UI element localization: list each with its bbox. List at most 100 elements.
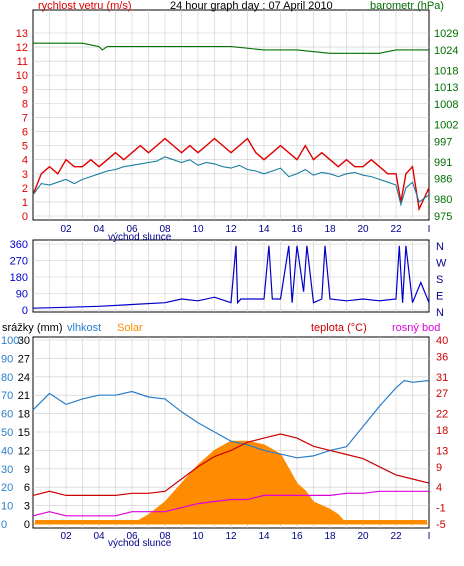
y-tick-baro-5: 1002 — [434, 120, 458, 132]
y-tick-temp-7: 27 — [436, 388, 448, 400]
y-tick-dir-3: 270 — [10, 256, 28, 268]
y-tick-dir-1: 90 — [16, 289, 28, 301]
series-wind-1 — [32, 156, 430, 207]
y-tick-hum-2: 20 — [1, 482, 13, 494]
y-tick-dir-4: 360 — [10, 239, 28, 251]
y-tick-baro-2: 986 — [434, 174, 452, 186]
x-tick-0-5: 12 — [225, 224, 237, 235]
y-tick-wind-8: 8 — [22, 98, 28, 110]
y-tick-baro-7: 1013 — [434, 82, 458, 94]
y-tick-wind-0: 0 — [22, 211, 28, 223]
x-tick-0-10: 22 — [390, 224, 402, 235]
y-tick-temp-8: 31 — [436, 372, 448, 384]
y-tick-rain-0: 0 — [24, 519, 30, 531]
y-tick-wind-2: 2 — [22, 183, 28, 195]
y-tick-baro-8: 1018 — [434, 65, 458, 77]
y-tick-temp-5: 18 — [436, 425, 448, 437]
y-tick-wind-9: 9 — [22, 84, 28, 96]
x-tick-2-1: 04 — [93, 531, 105, 542]
y-tick-wind-12: 12 — [16, 42, 28, 54]
x-tick-2-3: 08 — [159, 531, 171, 542]
y-tick-temp-1: -1 — [436, 503, 446, 515]
x-tick-2-10: 22 — [390, 531, 402, 542]
y-tick-hum-6: 60 — [1, 409, 13, 421]
y-tick-rain-10: 30 — [18, 335, 30, 347]
x-tick-0-7: 16 — [291, 224, 303, 235]
x-tick-2-6: 14 — [258, 531, 270, 542]
series-p3-1 — [32, 433, 430, 496]
y-tick-dir-compass-3: E — [436, 291, 443, 303]
y-tick-wind-6: 6 — [22, 127, 28, 139]
y-tick-hum-3: 30 — [1, 464, 13, 476]
x-tick-0-8: 18 — [324, 224, 336, 235]
y-tick-baro-9: 1024 — [434, 45, 458, 57]
y-tick-rain-6: 18 — [18, 409, 30, 421]
y-tick-wind-3: 3 — [22, 169, 28, 181]
y-tick-dir-compass-0: N — [436, 241, 444, 253]
y-tick-temp-6: 22 — [436, 409, 448, 421]
y-tick-hum-8: 80 — [1, 372, 13, 384]
y-tick-rain-7: 21 — [18, 390, 30, 402]
y-tick-dir-2: 180 — [10, 272, 28, 284]
y-tick-dir-compass-2: S — [436, 274, 443, 286]
y-tick-wind-10: 10 — [16, 70, 28, 82]
y-tick-dir-0: 0 — [22, 305, 28, 317]
series-p3-2 — [32, 490, 429, 517]
x-tick-2-2: 06 — [126, 531, 138, 542]
y-tick-dir-compass-1: W — [436, 258, 447, 270]
y-tick-rain-3: 9 — [24, 464, 30, 476]
y-tick-wind-1: 1 — [22, 197, 28, 209]
series-solar-area — [33, 440, 429, 525]
y-tick-temp-9: 36 — [436, 351, 448, 363]
y-tick-temp-3: 9 — [436, 462, 442, 474]
x-tick-0-1: 04 — [93, 224, 105, 235]
x-tick-0-4: 10 — [192, 224, 204, 235]
sunrise-label-2: východ slunce — [108, 538, 172, 549]
series-solar-baseline — [35, 520, 427, 524]
y-tick-baro-4: 997 — [434, 136, 452, 148]
y-tick-wind-5: 5 — [22, 141, 28, 153]
y-tick-temp-4: 13 — [436, 445, 448, 457]
x-tick-2-11: I — [428, 531, 431, 542]
series-p3-0 — [32, 379, 430, 459]
y-tick-baro-3: 991 — [434, 157, 452, 169]
y-tick-rain-5: 15 — [18, 427, 30, 439]
wind-axis-label: rychlost vetru (m/s) — [38, 0, 132, 12]
x-tick-2-5: 12 — [225, 531, 237, 542]
y-tick-baro-0: 975 — [434, 211, 452, 223]
x-tick-0-11: I — [428, 224, 431, 235]
x-tick-0-2: 06 — [126, 224, 138, 235]
y-tick-baro-6: 1008 — [434, 99, 458, 111]
y-tick-hum-10: 100 — [1, 335, 19, 347]
humidity-legend: vlhkost — [67, 322, 101, 334]
y-tick-hum-9: 90 — [1, 353, 13, 365]
x-tick-2-8: 18 — [324, 531, 336, 542]
y-tick-hum-0: 0 — [1, 519, 7, 531]
series-layer — [32, 42, 430, 525]
sunrise-label-1: východ slunce — [108, 232, 172, 243]
x-tick-0-3: 08 — [159, 224, 171, 235]
y-tick-rain-9: 27 — [18, 353, 30, 365]
y-tick-baro-10: 1029 — [434, 28, 458, 40]
y-tick-rain-1: 3 — [24, 501, 30, 513]
y-tick-baro-1: 980 — [434, 194, 452, 206]
y-tick-hum-4: 40 — [1, 445, 13, 457]
baro-axis-label: barometr (hPa) — [370, 0, 444, 12]
series-dir-0 — [32, 245, 430, 309]
x-tick-2-7: 16 — [291, 531, 303, 542]
x-tick-2-0: 02 — [60, 531, 72, 542]
y-tick-temp-10: 40 — [436, 335, 448, 347]
y-tick-hum-5: 50 — [1, 427, 13, 439]
y-tick-dir-compass-4: N — [436, 307, 444, 319]
y-tick-temp-2: 4 — [436, 482, 442, 494]
y-tick-hum-1: 10 — [1, 501, 13, 513]
solar-legend: Solar — [117, 322, 143, 334]
x-tick-2-9: 20 — [357, 531, 369, 542]
x-tick-0-9: 20 — [357, 224, 369, 235]
tick-layer: 02 04 06 08 10 12 14 16 18 20 22 I02 04 06 08 10 12 14 16 1… — [1, 28, 458, 542]
y-tick-rain-2: 6 — [24, 482, 30, 494]
chart-title: 24 hour graph day : 07 April 2010 — [170, 0, 333, 12]
x-tick-0-6: 14 — [258, 224, 270, 235]
series-wind-2 — [33, 42, 429, 54]
